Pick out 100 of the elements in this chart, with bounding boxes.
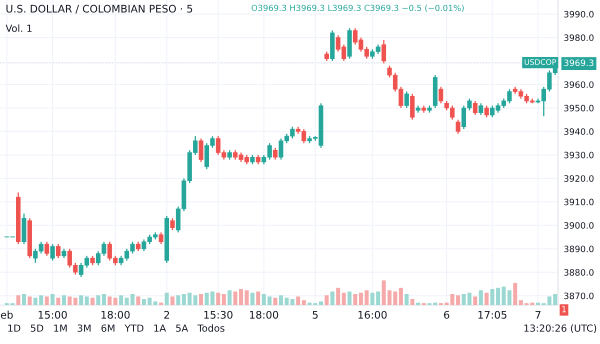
- bar: [56, 298, 60, 306]
- x-tick-label: 2: [164, 310, 170, 319]
- chart-subtitle: O3969.3 H3969.3 L3969.3 C3969.3 −0.5 (−0.01%): [252, 4, 464, 12]
- candlestick: [273, 147, 278, 160]
- y-tick-label: 3890.0: [564, 246, 594, 252]
- y-tick-label: 3980.0: [564, 34, 594, 42]
- bar: [28, 296, 32, 306]
- x-tick-label: 5: [312, 311, 318, 319]
- x-tick-label: 18:00: [250, 310, 278, 319]
- bar: [256, 292, 260, 306]
- y-tick-label: 3960.0: [564, 81, 594, 88]
- bar: [176, 295, 180, 306]
- bar: [153, 301, 158, 306]
- bar: [193, 295, 198, 306]
- candlestick: [382, 39, 386, 64]
- y-tick-label: 3900.0: [564, 222, 594, 229]
- bar: [348, 292, 352, 306]
- bar: [308, 302, 312, 306]
- candlestick: [62, 248, 66, 259]
- bar: [62, 295, 66, 306]
- bar: [250, 292, 254, 306]
- bar: [273, 298, 278, 306]
- bar: [84, 296, 89, 306]
- bar: [336, 288, 340, 306]
- bar: [113, 298, 118, 306]
- bar: [302, 300, 306, 306]
- text: 13:20:26 (UTC): [524, 324, 596, 333]
- bar: [416, 302, 420, 306]
- chart-title: U.S. DOLLAR / COLOMBIAN PESO · 5: [6, 4, 192, 14]
- candlestick: [90, 255, 95, 266]
- text: 1: [562, 306, 566, 312]
- candlestick: [478, 102, 484, 116]
- candlestick: [44, 241, 50, 256]
- bar: [50, 294, 55, 306]
- bar: [136, 296, 140, 306]
- candlestick: [484, 104, 489, 118]
- bar: [290, 298, 294, 306]
- bar: [398, 288, 403, 306]
- bar: [324, 295, 329, 306]
- y-tick-label: 3950.0: [564, 104, 594, 112]
- candlestick: [136, 241, 140, 252]
- x-tick-label: 15:30: [204, 310, 232, 319]
- bar: [507, 290, 512, 306]
- bar: [199, 294, 204, 306]
- bar: [404, 294, 409, 306]
- x-tick-label: eb: [0, 310, 13, 319]
- bar: [102, 294, 106, 306]
- bar: [170, 296, 174, 306]
- y-tick-label: 3880.0: [564, 269, 594, 276]
- bar: [22, 294, 26, 306]
- bar: [342, 292, 346, 306]
- bar: [164, 292, 169, 306]
- candlestick: [170, 218, 175, 231]
- candlestick: [198, 138, 204, 163]
- candlestick: [324, 51, 329, 62]
- candlestick: [22, 212, 26, 245]
- bar: [228, 290, 232, 306]
- bar: [90, 298, 95, 306]
- candlestick: [438, 86, 444, 104]
- bar: [484, 292, 489, 306]
- bar: [73, 298, 78, 306]
- candlestick: [256, 154, 260, 165]
- y-tick-label: 3920.0: [564, 175, 594, 182]
- y-tick-label: 3930.0: [564, 152, 594, 158]
- annotation: Vol. 1: [6, 24, 32, 32]
- x-tick-label: 17:05: [478, 310, 506, 319]
- bar: [96, 295, 100, 306]
- bar: [222, 294, 226, 306]
- x-tick-label: 6: [444, 310, 450, 319]
- text: 1D 5D 1M 3M 6M YTD 1A 5A Todos: [8, 324, 224, 332]
- bar: [119, 295, 124, 306]
- y-tick-label: 3940.0: [564, 128, 594, 135]
- x-tick-label: 16:00: [358, 310, 387, 319]
- x-tick-label: 7: [536, 311, 540, 319]
- bar: [159, 302, 164, 306]
- candlestick: [410, 93, 415, 120]
- y-tick-label: 3969.3: [564, 60, 594, 66]
- candlestick: [472, 100, 478, 116]
- x-tick-label: 18:00: [102, 310, 130, 319]
- y-tick-label: 3990.0: [564, 10, 594, 18]
- bar: [330, 292, 334, 306]
- y-tick-label: 3910.0: [564, 198, 594, 206]
- bar: [296, 296, 300, 306]
- bar: [79, 295, 84, 306]
- bar: [478, 290, 483, 306]
- candlestick: [50, 243, 55, 262]
- candlestick: [456, 119, 460, 134]
- bar: [216, 292, 220, 306]
- bar: [44, 296, 49, 306]
- bar: [530, 302, 534, 306]
- bar: [353, 294, 358, 306]
- candlestick: [158, 232, 164, 245]
- candlestick: [56, 243, 61, 259]
- bar: [68, 296, 72, 306]
- bar: [16, 295, 20, 306]
- bar: [410, 298, 414, 306]
- candlestick: [227, 150, 232, 160]
- bar: [473, 296, 478, 306]
- bar: [513, 282, 518, 306]
- bar: [108, 296, 112, 306]
